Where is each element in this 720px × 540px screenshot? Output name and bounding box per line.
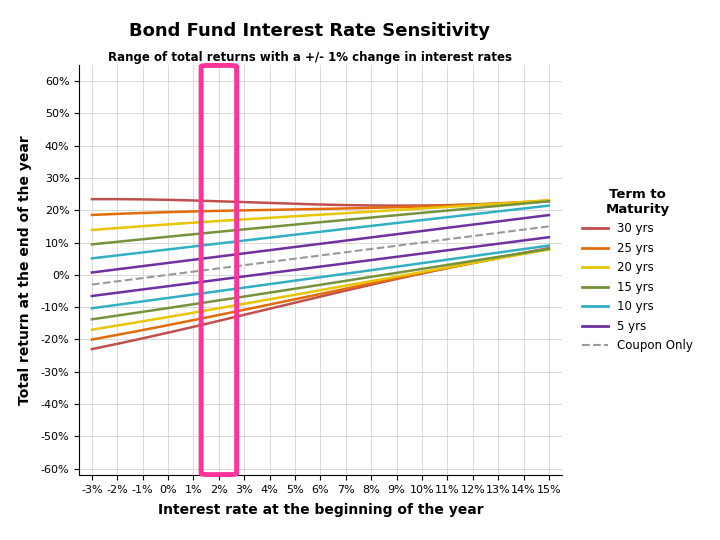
10 yrs (88, 255, 96, 261)
5 yrs (168, 259, 177, 266)
5 yrs (544, 212, 553, 218)
30 yrs (394, 202, 402, 209)
Legend: 30 yrs, 25 yrs, 20 yrs, 15 yrs, 10 yrs, 5 yrs, Coupon Only: 30 yrs, 25 yrs, 20 yrs, 15 yrs, 10 yrs, … (577, 183, 698, 357)
10 yrs (544, 202, 553, 209)
30 yrs (102, 196, 110, 202)
30 yrs (358, 202, 366, 208)
10 yrs (357, 224, 366, 230)
25 yrs (168, 209, 177, 215)
5 yrs (88, 269, 96, 276)
15 yrs (294, 221, 303, 227)
30 yrs (433, 202, 442, 208)
30 yrs (169, 197, 178, 203)
20 yrs (168, 221, 177, 227)
20 yrs (357, 209, 366, 215)
Line: Coupon Only: Coupon Only (92, 226, 549, 285)
Line: 30 yrs: 30 yrs (92, 199, 549, 206)
30 yrs (206, 198, 215, 204)
Coupon Only (294, 255, 303, 261)
Line: 10 yrs: 10 yrs (92, 206, 549, 258)
20 yrs (432, 205, 441, 211)
25 yrs (88, 212, 96, 218)
15 yrs (392, 212, 401, 218)
15 yrs (205, 230, 214, 236)
15 yrs (357, 215, 366, 221)
Line: 25 yrs: 25 yrs (92, 200, 549, 215)
Line: 5 yrs: 5 yrs (92, 215, 549, 273)
Line: 20 yrs: 20 yrs (92, 200, 549, 230)
10 yrs (294, 231, 303, 238)
5 yrs (294, 243, 303, 249)
X-axis label: Interest rate at the beginning of the year: Interest rate at the beginning of the ye… (158, 503, 483, 517)
Coupon Only (544, 223, 553, 230)
5 yrs (392, 231, 401, 238)
5 yrs (205, 254, 214, 261)
25 yrs (205, 208, 214, 214)
Coupon Only (432, 238, 441, 244)
30 yrs (88, 196, 96, 202)
5 yrs (357, 235, 366, 242)
Coupon Only (168, 271, 177, 278)
20 yrs (294, 213, 303, 219)
25 yrs (432, 202, 441, 209)
25 yrs (357, 205, 366, 211)
25 yrs (544, 197, 553, 204)
10 yrs (432, 215, 441, 222)
30 yrs (395, 202, 404, 209)
20 yrs (392, 207, 401, 213)
20 yrs (88, 227, 96, 233)
10 yrs (168, 246, 177, 252)
30 yrs (544, 198, 553, 205)
5 yrs (432, 226, 441, 233)
30 yrs (295, 201, 304, 207)
Y-axis label: Total return at the end of the year: Total return at the end of the year (19, 135, 32, 405)
25 yrs (392, 204, 401, 211)
20 yrs (544, 197, 553, 204)
Coupon Only (205, 266, 214, 273)
15 yrs (88, 241, 96, 247)
15 yrs (544, 198, 553, 205)
25 yrs (294, 206, 303, 213)
Coupon Only (392, 242, 401, 249)
20 yrs (205, 218, 214, 225)
Text: Range of total returns with a +/- 1% change in interest rates: Range of total returns with a +/- 1% cha… (107, 51, 512, 64)
Line: 15 yrs: 15 yrs (92, 201, 549, 244)
15 yrs (168, 233, 177, 240)
10 yrs (392, 220, 401, 226)
10 yrs (205, 241, 214, 248)
Text: Bond Fund Interest Rate Sensitivity: Bond Fund Interest Rate Sensitivity (129, 22, 490, 39)
Coupon Only (88, 281, 96, 288)
15 yrs (432, 208, 441, 215)
Coupon Only (357, 247, 366, 253)
